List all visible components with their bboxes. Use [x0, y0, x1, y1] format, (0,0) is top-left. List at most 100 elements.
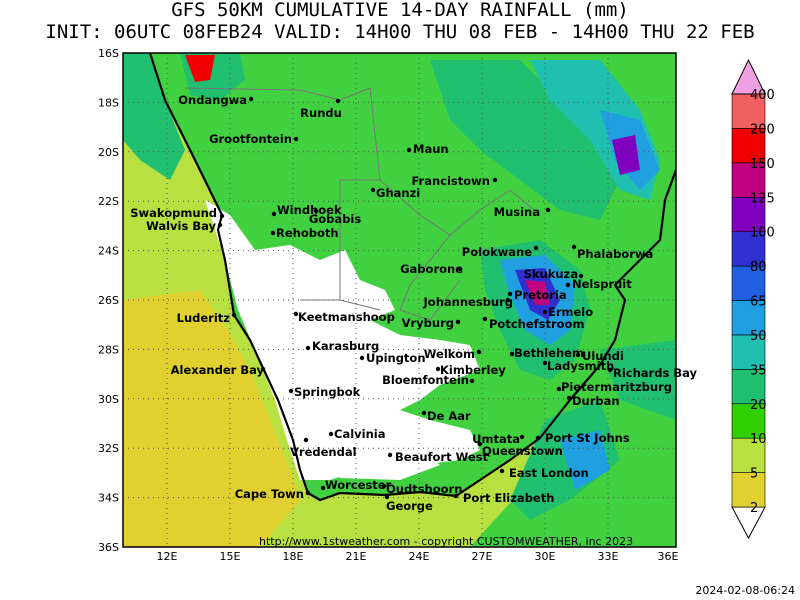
city-label: Grootfontein [209, 132, 292, 146]
city-dot [542, 360, 548, 366]
city-dot [556, 386, 562, 392]
city-label: De Aar [427, 409, 471, 423]
colorbar-label: 20 [750, 398, 767, 413]
colorbar-swatch [731, 300, 766, 336]
city-label: Gobabis [309, 212, 362, 226]
city-dot [565, 282, 571, 288]
city-label: Phalaborwa [577, 247, 653, 261]
lon-label: 27E [472, 550, 493, 563]
colorbar-swatch [731, 231, 766, 267]
city-dot [248, 96, 254, 102]
plot-frame [122, 52, 677, 548]
city-dot [509, 351, 515, 357]
city-label: Karasburg [312, 339, 379, 353]
city-label: Oudtshoorn [386, 482, 462, 496]
city-label: Cape Town [235, 487, 304, 501]
city-label: Walvis Bay [146, 219, 216, 233]
city-label: Pietermaritzburg [561, 380, 672, 394]
city-label: Kimberley [440, 363, 506, 377]
city-dot [545, 207, 551, 213]
city-dot [359, 355, 365, 361]
lat-label: 32S [98, 442, 119, 455]
city-dot [293, 136, 299, 142]
city-dot [328, 431, 334, 437]
city-dot [457, 266, 463, 272]
city-label: Springbok [294, 385, 361, 399]
colorbar-label: 125 [750, 191, 775, 206]
city-dot [288, 388, 294, 394]
lat-label: 26S [98, 294, 119, 307]
city-dot [219, 213, 225, 219]
city-dot [435, 366, 441, 372]
colorbar-label: 400 [750, 88, 775, 103]
city-label: Bloemfontein [382, 373, 469, 387]
city-label: Polokwane [462, 245, 532, 259]
colorbar-label: 150 [750, 157, 775, 172]
title: GFS 50KM CUMULATIVE 14-DAY RAINFALL (mm) [171, 0, 629, 21]
city-dot [477, 441, 483, 447]
city-dot [542, 309, 548, 315]
lon-label: 36E [658, 550, 679, 563]
city-label: Potchefstroom [489, 317, 584, 331]
city-label: Rundu [300, 106, 342, 120]
lat-label: 28S [98, 343, 119, 356]
city-dot [305, 490, 311, 496]
city-label: Beaufort West [395, 450, 489, 464]
city-dot [566, 395, 572, 401]
colorbar-label: 35 [750, 363, 767, 378]
lat-label: 18S [98, 96, 119, 109]
city-label: Windhoek [277, 203, 342, 217]
city-label: Welkom [424, 347, 475, 361]
colorbar-label: 200 [750, 122, 775, 137]
lat-label: 34S [98, 492, 119, 505]
colorbar-swatch [731, 369, 766, 405]
city-dot [320, 485, 326, 491]
city-dot [571, 244, 577, 250]
city-dot [476, 349, 482, 355]
lon-label: 18E [283, 550, 304, 563]
city-label: Worcester [325, 478, 392, 492]
colorbar-label: 5 [750, 467, 758, 482]
city-label: Pretoria [514, 288, 567, 302]
city-label: Swakopmund [130, 206, 217, 220]
city-label: Ondangwa [178, 93, 247, 107]
city-label: Rehoboth [276, 226, 339, 240]
city-dot [482, 316, 488, 322]
city-label: Francistown [411, 174, 490, 188]
city-label: Musina [494, 205, 540, 219]
graticule: 16S 18S 20S 22S 24S 26S 28S 30S 32S 34S 36S 12E 15E 1… [98, 47, 679, 563]
city-label: Gaborone [400, 262, 463, 276]
city-label: Port St Johns [545, 431, 630, 445]
city-dot [578, 273, 584, 279]
cities: Ondangwa Rundu Grootfontein Maun Francistown… [130, 93, 697, 513]
colorbar-label: 2 [750, 501, 758, 516]
city-dot [421, 410, 427, 416]
city-label: Upington [366, 351, 426, 365]
city-dot [507, 291, 513, 297]
city-dot [384, 494, 390, 500]
city-dot [387, 452, 393, 458]
lon-label: 30E [535, 550, 556, 563]
city-label: Nelspruit [572, 277, 632, 291]
city-dot [270, 230, 276, 236]
city-dot [335, 98, 341, 104]
city-label: Ermelo [548, 305, 593, 319]
colorbar-label: 10 [750, 432, 767, 447]
lat-label: 16S [98, 47, 119, 60]
city-label: Vryburg [402, 316, 454, 330]
city-label: Ladysmith [547, 359, 614, 373]
lat-label: 22S [98, 195, 119, 208]
city-label: Ghanzi [376, 186, 420, 200]
city-dot [533, 245, 539, 251]
city-dot [469, 378, 475, 384]
city-label: Ulundi [582, 349, 624, 363]
city-dot [575, 352, 581, 358]
lat-label: 24S [98, 245, 119, 258]
colorbar-swatch [731, 128, 766, 164]
city-label: Keetmanshoop [298, 310, 395, 324]
lon-label: 21E [346, 550, 367, 563]
city-dot [293, 311, 299, 317]
city-dot [455, 319, 461, 325]
city-dot [505, 297, 511, 303]
